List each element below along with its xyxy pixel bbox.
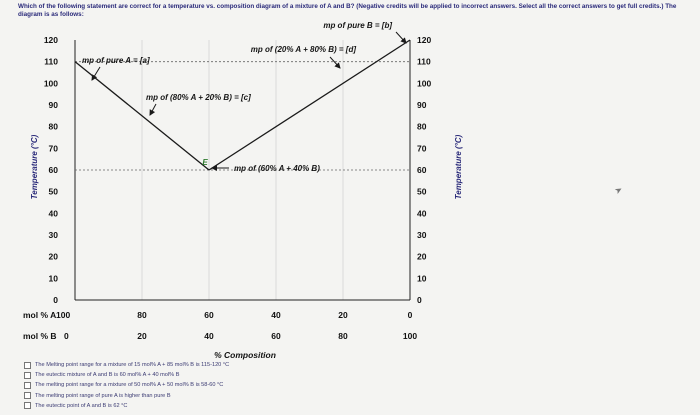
- answer-options: The Melting point range for a mixture of…: [24, 360, 229, 411]
- y-tick-label: 40: [417, 208, 427, 218]
- x-tick-label-a: 60: [204, 310, 214, 320]
- x-tick-label-b: 0: [64, 331, 69, 341]
- y-axis-left-label: Temperature (°C): [30, 134, 39, 199]
- checkbox[interactable]: [24, 371, 31, 379]
- x-row-b-label: mol % B: [23, 331, 57, 341]
- x-tick-label-a: 20: [338, 310, 348, 320]
- checkbox[interactable]: [24, 392, 31, 400]
- y-tick-label: 60: [417, 165, 427, 175]
- x-row-a-label: mol % A: [23, 310, 56, 320]
- y-tick-label: 30: [49, 230, 59, 240]
- option-item[interactable]: The eutectic point of A and B is 62 °C: [24, 401, 229, 411]
- y-tick-label: 80: [417, 122, 427, 132]
- y-tick-label: 120: [44, 35, 58, 45]
- annotation-label: mp of (60% A + 40% B): [234, 164, 320, 173]
- option-text: The melting point range for a mixture of…: [35, 382, 224, 389]
- y-tick-label: 120: [417, 35, 431, 45]
- annotation-arrow: [329, 56, 341, 69]
- x-tick-label-b: 60: [271, 331, 281, 341]
- y-tick-label: 70: [417, 143, 427, 153]
- y-tick-label: 30: [417, 230, 427, 240]
- series-line: [74, 61, 210, 171]
- series-line: [208, 39, 411, 171]
- y-tick-label: 100: [44, 78, 58, 88]
- y-tick-label: 10: [417, 273, 427, 283]
- annotations: mp of pure B = [b] mp of (20% A + 80% B) …: [82, 21, 407, 173]
- x-tick-label-b: 20: [137, 331, 147, 341]
- x-tick-label-a: 80: [137, 310, 147, 320]
- x-tick-label-b: 100: [403, 331, 417, 341]
- annotation-label: mp of pure A = [a]: [82, 56, 150, 65]
- eutectic-label: E: [202, 158, 208, 167]
- x-tick-label-b: 80: [338, 331, 348, 341]
- option-item[interactable]: The Melting point range for a mixture of…: [24, 360, 229, 370]
- x-tick-label-b: 40: [204, 331, 214, 341]
- y-tick-label: 80: [49, 122, 59, 132]
- y-tick-label: 70: [49, 143, 59, 153]
- annotation-label: mp of (80% A + 20% B) = [c]: [146, 93, 251, 102]
- liquidus-lines: E: [74, 39, 411, 171]
- annotation-arrow: [395, 31, 407, 44]
- checkbox[interactable]: [24, 361, 31, 369]
- y-axis-right-label: Temperature (°C): [454, 134, 463, 199]
- option-item[interactable]: The melting point range for a mixture of…: [24, 380, 229, 390]
- y-tick-label: 0: [417, 295, 422, 305]
- annotation-label: mp of (20% A + 80% B) = [d]: [251, 45, 357, 54]
- y-tick-label: 10: [49, 273, 59, 283]
- option-item[interactable]: The eutectic mixture of A and B is 60 mo…: [24, 370, 229, 380]
- x-axis-ticks: 100 80 60 40 20 0 0 20 40 60 80 100: [56, 310, 417, 341]
- y-axis-right-ticks: 0 10 20 30 40 50 60 70 80 90 100 110 120: [417, 35, 431, 305]
- checkbox[interactable]: [24, 382, 31, 389]
- y-axis-left-ticks: 0 10 20 30 40 50 60 70 80 90 100 110 120: [44, 35, 58, 305]
- y-tick-label: 50: [417, 187, 427, 197]
- y-tick-label: 20: [49, 252, 59, 262]
- question-text: Which of the following statement are cor…: [18, 3, 677, 18]
- y-tick-label: 20: [417, 252, 427, 262]
- y-tick-label: 100: [417, 78, 431, 88]
- annotation-arrow: [149, 103, 157, 116]
- x-tick-label-a: 0: [408, 310, 413, 320]
- x-axis-title: % Composition: [214, 350, 276, 360]
- y-tick-label: 90: [417, 100, 427, 110]
- y-tick-label: 110: [44, 57, 58, 67]
- checkbox[interactable]: [24, 402, 31, 410]
- y-tick-label: 110: [417, 57, 431, 67]
- x-tick-label-a: 40: [271, 310, 281, 320]
- y-tick-label: 60: [49, 165, 59, 175]
- option-item[interactable]: The melting point range of pure A is hig…: [24, 391, 229, 401]
- x-tick-label-a: 100: [56, 310, 70, 320]
- annotation-arrow: [91, 66, 101, 81]
- y-tick-label: 50: [49, 187, 59, 197]
- y-tick-label: 90: [49, 100, 59, 110]
- option-text: The Melting point range for a mixture of…: [35, 362, 230, 368]
- option-text: The eutectic mixture of A and B is 60 mo…: [35, 372, 180, 379]
- y-tick-label: 0: [53, 295, 58, 305]
- option-text: The eutectic point of A and B is 62 °C: [35, 402, 128, 409]
- y-tick-label: 40: [49, 208, 59, 218]
- option-text: The melting point range of pure A is hig…: [35, 392, 171, 399]
- annotation-label: mp of pure B = [b]: [323, 21, 392, 30]
